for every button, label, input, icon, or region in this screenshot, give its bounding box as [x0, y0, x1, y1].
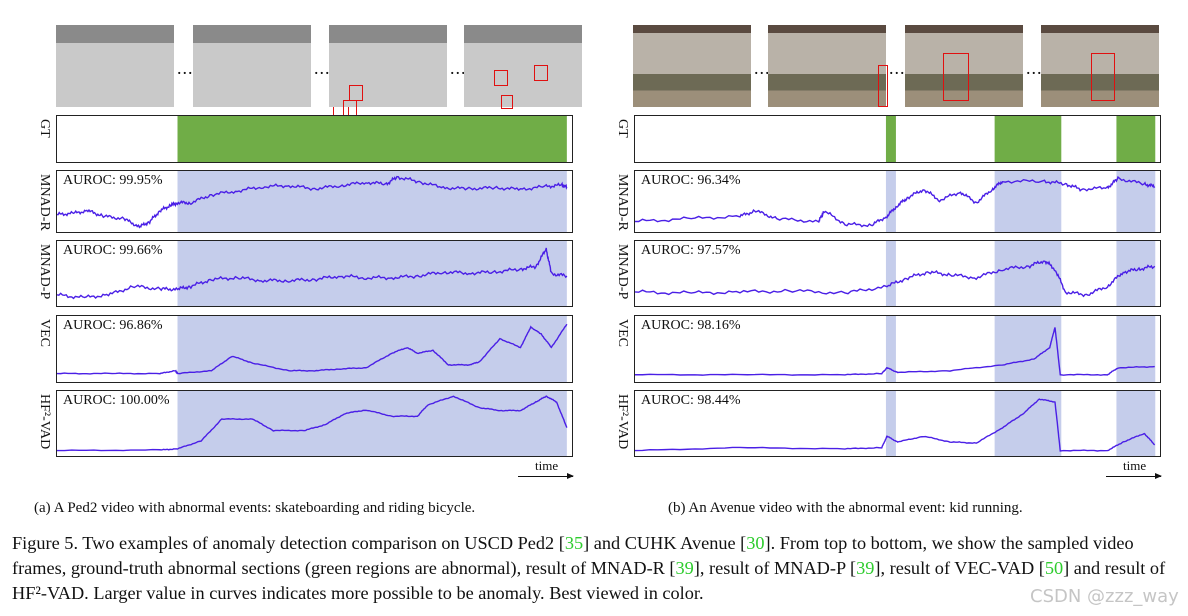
row-label: GT	[37, 119, 52, 138]
abnormal-shade	[1116, 391, 1156, 456]
abnormal-shade	[994, 316, 1062, 382]
abnormal-shade	[177, 241, 567, 306]
anomaly-score-curve	[635, 177, 1155, 226]
anomaly-score-curve	[57, 248, 567, 298]
score-panel: AUROC: 97.57%	[634, 240, 1161, 307]
score-panel: AUROC: 99.95%	[56, 170, 573, 233]
auroc-label: AUROC: 100.00%	[63, 393, 170, 408]
anomaly-bounding-box	[1091, 53, 1115, 101]
video-frame	[905, 25, 1023, 107]
score-panel: AUROC: 99.66%	[56, 240, 573, 307]
abnormal-shade	[885, 316, 896, 382]
anomaly-bounding-box	[494, 70, 508, 86]
anomaly-score-curve	[57, 177, 567, 228]
time-arrow-icon	[518, 476, 573, 477]
subcaption-a: (a) A Ped2 video with abnormal events: s…	[34, 500, 476, 516]
auroc-label: AUROC: 96.86%	[63, 318, 163, 333]
ref-link[interactable]: 50	[1044, 558, 1064, 578]
score-panel: AUROC: 96.86%	[56, 315, 573, 383]
ellipsis: ...	[177, 58, 194, 78]
video-frame	[329, 25, 447, 118]
ref-link[interactable]: 35	[564, 533, 584, 553]
anomaly-bounding-box	[349, 85, 363, 101]
score-panel: AUROC: 98.16%	[634, 315, 1161, 383]
abnormal-shade	[177, 316, 567, 382]
ground-truth-panel	[56, 115, 573, 163]
abnormal-shade	[885, 391, 896, 456]
auroc-label: AUROC: 97.57%	[641, 243, 741, 258]
gt-abnormal-section	[177, 116, 567, 162]
video-frame	[768, 25, 888, 107]
gt-abnormal-section	[1116, 116, 1156, 162]
video-frame	[633, 25, 751, 107]
row-label: VEC	[615, 319, 630, 347]
ellipsis: ...	[450, 58, 467, 78]
row-label: VEC	[37, 319, 52, 347]
video-frame	[1041, 25, 1159, 107]
anomaly-bounding-box	[501, 95, 513, 109]
abnormal-shade	[885, 171, 896, 232]
ellipsis: ...	[889, 58, 906, 78]
video-frame	[464, 25, 582, 109]
row-label: HF²-VAD	[37, 394, 52, 450]
ref-link[interactable]: 39	[856, 558, 875, 578]
auroc-label: AUROC: 98.44%	[641, 393, 741, 408]
video-frame	[193, 25, 349, 121]
auroc-label: AUROC: 99.95%	[63, 173, 163, 188]
abnormal-shade	[1116, 316, 1156, 382]
subcaption-b: (b) An Avenue video with the abnormal ev…	[668, 500, 1023, 516]
arrow-head-icon	[567, 473, 574, 479]
ellipsis: ...	[754, 58, 771, 78]
abnormal-shade	[177, 171, 567, 232]
video-frame	[56, 25, 174, 107]
anomaly-score-curve	[57, 324, 567, 374]
ref-link[interactable]: 39	[675, 558, 694, 578]
time-label: time	[535, 458, 559, 473]
anomaly-bounding-box	[943, 53, 969, 101]
figure-caption: Figure 5. Two examples of anomaly detect…	[12, 533, 1166, 603]
anomaly-score-curve	[635, 261, 1155, 296]
score-panel: AUROC: 98.44%	[634, 390, 1161, 457]
row-label: MNAD-P	[615, 244, 630, 300]
ellipsis: ...	[314, 58, 331, 78]
gt-abnormal-section	[994, 116, 1062, 162]
row-label: MNAD-R	[615, 174, 630, 231]
row-label: GT	[615, 119, 630, 138]
anomaly-score-curve	[635, 399, 1155, 451]
score-panel: AUROC: 96.34%	[634, 170, 1161, 233]
abnormal-shade	[177, 391, 567, 456]
row-label: HF²-VAD	[615, 394, 630, 450]
gt-abnormal-section	[885, 116, 896, 162]
score-panel: AUROC: 100.00%	[56, 390, 573, 457]
abnormal-shade	[994, 241, 1062, 306]
arrow-head-icon	[1155, 473, 1162, 479]
anomaly-bounding-box	[534, 65, 548, 81]
auroc-label: AUROC: 99.66%	[63, 243, 163, 258]
anomaly-score-curve	[57, 396, 567, 450]
ground-truth-panel	[634, 115, 1161, 163]
row-label: MNAD-R	[37, 174, 52, 231]
abnormal-shade	[885, 241, 896, 306]
ref-link[interactable]: 30	[746, 533, 765, 553]
ellipsis: ...	[1026, 58, 1043, 78]
watermark: CSDN @zzz_way	[1030, 586, 1179, 607]
anomaly-bounding-box	[878, 65, 888, 107]
anomaly-score-curve	[635, 327, 1155, 375]
time-arrow-icon	[1106, 476, 1161, 477]
auroc-label: AUROC: 98.16%	[641, 318, 741, 333]
row-label: MNAD-P	[37, 244, 52, 300]
auroc-label: AUROC: 96.34%	[641, 173, 741, 188]
time-label: time	[1123, 458, 1147, 473]
